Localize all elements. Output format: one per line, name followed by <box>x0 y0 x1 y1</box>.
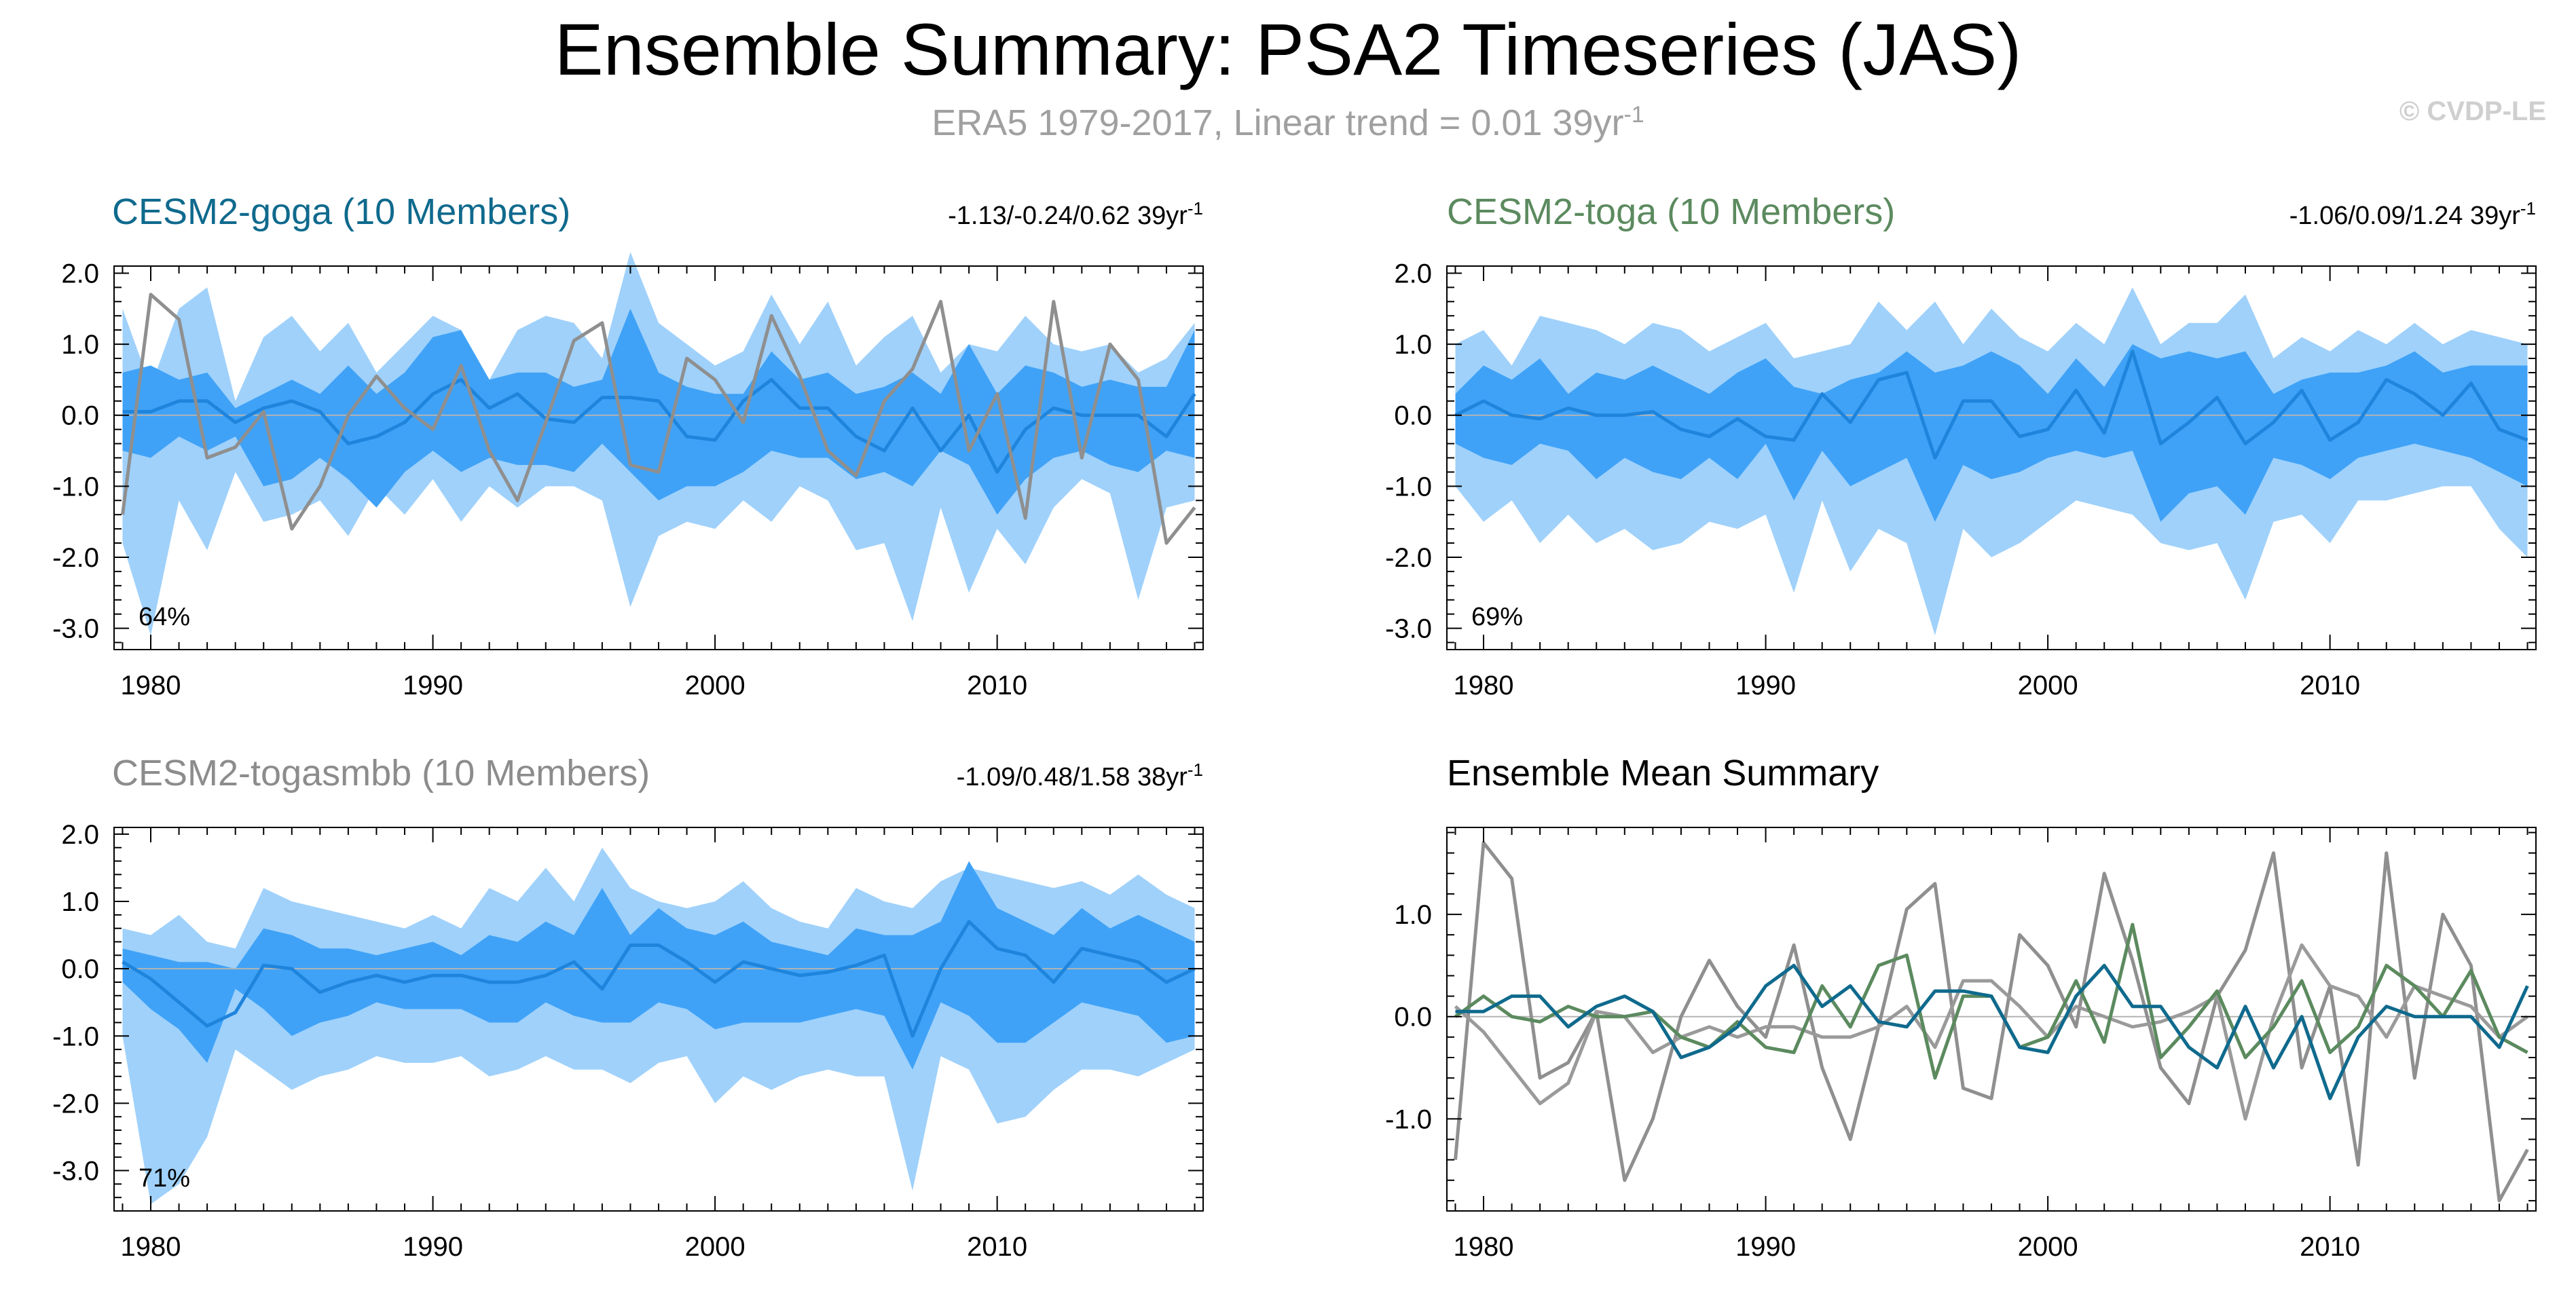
ytick-label: 2.0 <box>1394 259 1432 288</box>
ytick-label: 2.0 <box>61 820 99 850</box>
ensemble-mean-line-goga <box>122 377 1196 474</box>
band-inner-toga <box>1455 344 2528 522</box>
observation-line-goga <box>121 293 1196 545</box>
ytick-label: 0.0 <box>1394 1003 1432 1032</box>
subtitle-superscript: -1 <box>1623 102 1644 128</box>
xtick-label: 2000 <box>685 671 746 700</box>
panel-trend-togasmbb: -1.09/0.48/1.58 38yr-1 <box>957 760 1203 791</box>
xtick-label: 2000 <box>685 1232 746 1262</box>
xtick-label: 2000 <box>2018 671 2078 700</box>
ensemble-mean-line-togasmbb <box>122 920 1196 1038</box>
ytick-label: -3.0 <box>1385 614 1432 644</box>
ytick-label: 0.0 <box>61 954 99 984</box>
panel-goga: CESM2-goga (10 Members) -1.13/-0.24/0.62 … <box>52 191 1204 700</box>
ytick-label: 0.0 <box>61 401 99 431</box>
panel-togasmbb: CESM2-togasmbb (10 Members) -1.09/0.48/1.… <box>52 753 1204 1262</box>
band-inner-goga <box>122 308 1195 515</box>
xtick-label: 1980 <box>1454 671 1514 700</box>
ytick-label: -3.0 <box>52 614 99 644</box>
xtick-label: 1980 <box>121 671 181 700</box>
xtick-label: 2010 <box>967 1232 1027 1262</box>
subtitle-text: ERA5 1979-2017, Linear trend = 0.01 39yr <box>932 102 1624 143</box>
percent-label-goga: 64% <box>139 603 190 631</box>
panel-trend-goga: -1.13/-0.24/0.62 39yr-1 <box>948 198 1203 230</box>
trend-value: -1.09/0.48/1.58 38yr <box>957 763 1188 791</box>
series-line-cesm2-goga <box>1455 963 2529 1100</box>
ytick-label: 1.0 <box>1394 900 1432 930</box>
panel-trend-toga: -1.06/0.09/1.24 39yr-1 <box>2289 198 2536 230</box>
figure-title: Ensemble Summary: PSA2 Timeseries (JAS) <box>554 8 2022 90</box>
percent-label-togasmbb: 71% <box>139 1164 190 1193</box>
ytick-label: -1.0 <box>1385 1104 1432 1134</box>
ytick-label: -3.0 <box>52 1157 99 1186</box>
ytick-label: -2.0 <box>52 1089 99 1119</box>
series-line-cesm2-togasmbb <box>1454 943 2528 1121</box>
trend-superscript: -1 <box>1188 198 1203 219</box>
xtick-label: 1990 <box>403 1232 463 1262</box>
ytick-label: 1.0 <box>61 887 99 917</box>
credit-label: © CVDP-LE <box>2399 96 2546 126</box>
xtick-label: 1980 <box>1454 1232 1514 1262</box>
xtick-label: 1990 <box>1735 1232 1796 1262</box>
trend-value: -1.13/-0.24/0.62 39yr <box>948 202 1188 230</box>
xtick-label: 2010 <box>2300 1232 2360 1262</box>
ytick-label: 1.0 <box>61 330 99 360</box>
percent-label-toga: 69% <box>1471 603 1523 631</box>
panel-title-mean: Ensemble Mean Summary <box>1447 753 1879 793</box>
figure-subtitle: ERA5 1979-2017, Linear trend = 0.01 39yr… <box>0 102 2576 144</box>
ytick-label: -1.0 <box>52 1022 99 1051</box>
ytick-label: 0.0 <box>1394 401 1432 431</box>
xtick-label: 1990 <box>1735 671 1796 700</box>
trend-value: -1.06/0.09/1.24 39yr <box>2289 202 2520 230</box>
panel-toga: CESM2-toga (10 Members) -1.06/0.09/1.24 3… <box>1385 191 2537 700</box>
ytick-label: -1.0 <box>52 472 99 502</box>
ensemble-mean-line-toga <box>1454 350 2528 460</box>
xtick-label: 2000 <box>2018 1232 2078 1262</box>
xtick-label: 2010 <box>967 671 1027 700</box>
panel-mean: Ensemble Mean Summary 1.0 0.0 -1.0 1980 1990 2… <box>1385 753 2537 1262</box>
series-line-era5 <box>1454 841 2529 1203</box>
ytick-label: -1.0 <box>1385 472 1432 502</box>
panel-title-togasmbb: CESM2-togasmbb (10 Members) <box>112 753 650 793</box>
trend-superscript: -1 <box>1188 760 1203 780</box>
xtick-label: 1990 <box>403 671 463 700</box>
band-inner-togasmbb <box>122 861 1195 1070</box>
ytick-label: 2.0 <box>61 259 99 288</box>
ytick-label: 1.0 <box>1394 330 1432 360</box>
ytick-label: -2.0 <box>52 543 99 573</box>
ytick-label: -2.0 <box>1385 543 1432 573</box>
trend-superscript: -1 <box>2520 198 2536 219</box>
xtick-label: 2010 <box>2300 671 2360 700</box>
panel-title-toga: CESM2-toga (10 Members) <box>1447 191 1895 232</box>
xtick-label: 1980 <box>121 1232 181 1262</box>
panel-title-goga: CESM2-goga (10 Members) <box>112 191 570 232</box>
